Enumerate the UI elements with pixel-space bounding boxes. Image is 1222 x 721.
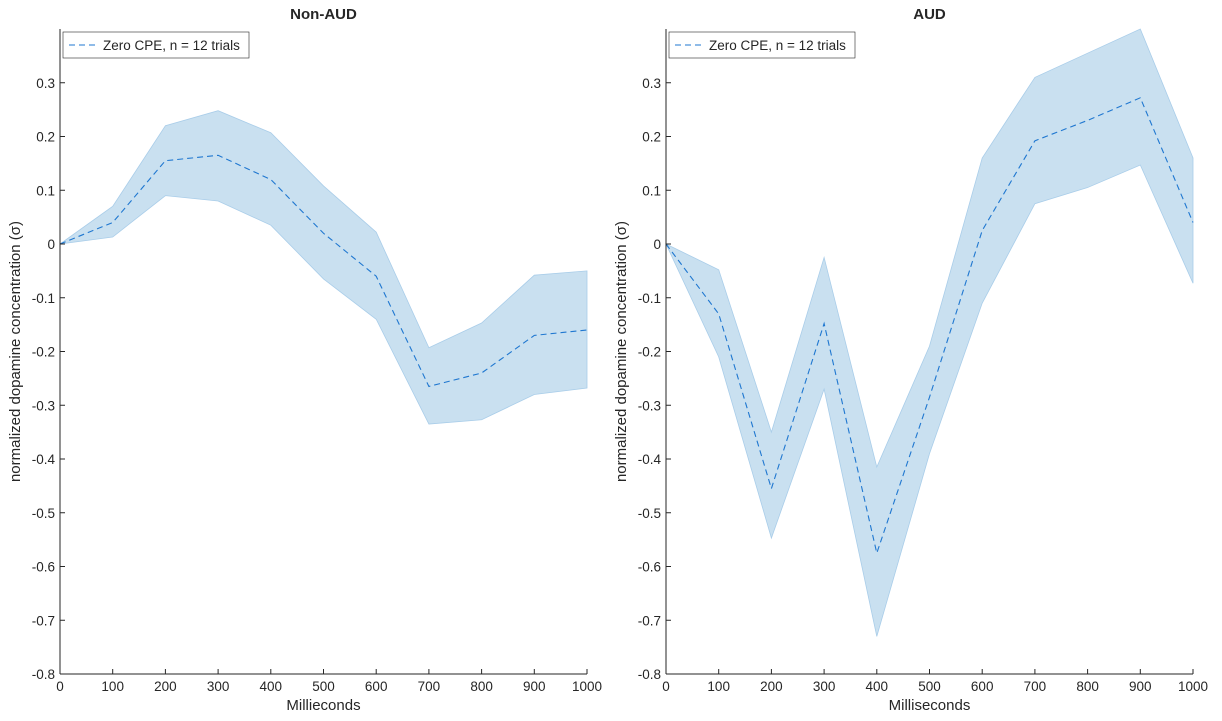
chart-title: AUD xyxy=(913,6,946,23)
y-tick-label: -0.7 xyxy=(32,613,55,628)
series-line-zero-cpe xyxy=(665,97,1194,556)
y-tick-label: -0.8 xyxy=(32,667,55,682)
x-tick-label: 800 xyxy=(1076,679,1099,694)
x-tick-label: 400 xyxy=(866,679,889,694)
chart-panel-aud: 0 100 200 300 400 500 600 700 800 900 1000 -0.8 -0.7… xyxy=(613,6,1208,714)
y-tick-label: -0.5 xyxy=(638,506,661,521)
x-tick-label: 0 xyxy=(56,679,64,694)
y-tick-label: -0.7 xyxy=(638,613,661,628)
y-tick-label: -0.5 xyxy=(32,506,55,521)
y-tick-label: 0.3 xyxy=(36,76,55,91)
x-tick-label: 300 xyxy=(813,679,836,694)
x-tick-label: 500 xyxy=(918,679,941,694)
legend: Zero CPE, n = 12 trials xyxy=(62,31,250,59)
y-tick-label: 0.1 xyxy=(36,183,55,198)
x-tick-label: 700 xyxy=(418,679,441,694)
x-tick-label: 200 xyxy=(154,679,177,694)
x-tick-label: 200 xyxy=(760,679,783,694)
y-tick-label: 0.2 xyxy=(36,130,55,145)
confidence-band xyxy=(665,28,1194,637)
x-tick-label: 100 xyxy=(707,679,730,694)
y-tick-label: -0.1 xyxy=(32,291,55,306)
y-tick-label: -0.1 xyxy=(638,291,661,306)
legend-entry-label: Zero CPE, n = 12 trials xyxy=(103,38,240,53)
y-tick-label: 0.3 xyxy=(642,76,661,91)
y-tick-label: -0.8 xyxy=(638,667,661,682)
y-tick-label: -0.2 xyxy=(32,345,55,360)
confidence-band xyxy=(59,110,588,425)
y-tick-label: 0 xyxy=(653,237,661,252)
x-tick-label: 800 xyxy=(470,679,493,694)
x-tick-label: 1000 xyxy=(572,679,602,694)
x-tick-label: 400 xyxy=(260,679,283,694)
x-tick-label: 500 xyxy=(312,679,335,694)
y-tick-label: -0.6 xyxy=(638,560,661,575)
y-axis-label: normalized dopamine concentration (σ) xyxy=(7,221,24,482)
y-tick-label: 0 xyxy=(47,237,55,252)
x-tick-label: 0 xyxy=(662,679,670,694)
x-tick-label: 700 xyxy=(1024,679,1047,694)
y-tick-label: -0.4 xyxy=(32,452,56,467)
x-tick-label: 900 xyxy=(1129,679,1152,694)
y-tick-label: -0.3 xyxy=(638,398,661,413)
y-tick-label: -0.6 xyxy=(32,560,55,575)
legend: Zero CPE, n = 12 trials xyxy=(668,31,856,59)
legend-entry-label: Zero CPE, n = 12 trials xyxy=(709,38,846,53)
chart-panel-non-aud: 0 100 200 300 400 500 600 700 800 900 1000 -0.8 -0.7… xyxy=(7,6,602,714)
y-tick-label: -0.4 xyxy=(638,452,662,467)
x-tick-label: 900 xyxy=(523,679,546,694)
y-tick-label: -0.3 xyxy=(32,398,55,413)
series-line-zero-cpe xyxy=(59,154,588,388)
x-axis-label: Milliseconds xyxy=(889,697,971,714)
x-tick-label: 1000 xyxy=(1178,679,1208,694)
x-tick-label: 100 xyxy=(101,679,124,694)
y-tick-label: 0.2 xyxy=(642,130,661,145)
x-tick-label: 600 xyxy=(365,679,388,694)
x-tick-label: 600 xyxy=(971,679,994,694)
x-axis-label: Millieconds xyxy=(286,697,360,714)
y-axis-label: normalized dopamine concentration (σ) xyxy=(613,221,630,482)
x-tick-label: 300 xyxy=(207,679,230,694)
y-tick-label: -0.2 xyxy=(638,345,661,360)
y-tick-label: 0.1 xyxy=(642,183,661,198)
chart-title: Non-AUD xyxy=(290,6,357,23)
